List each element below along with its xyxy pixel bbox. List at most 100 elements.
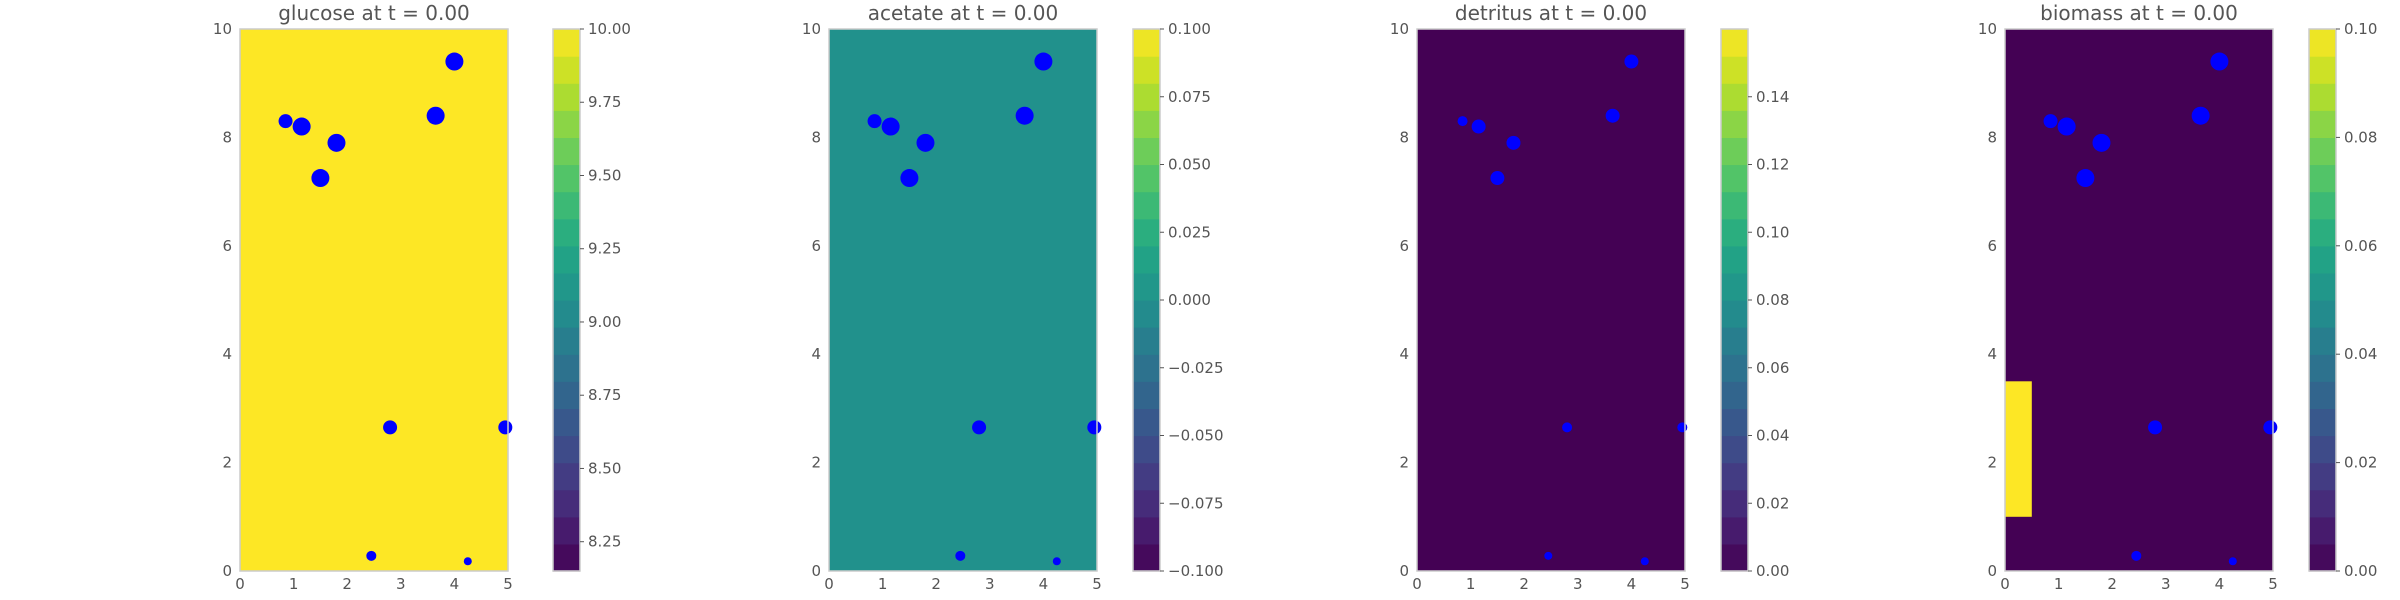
colorbar-band	[2309, 191, 2336, 220]
particle-marker	[1677, 422, 1688, 433]
colorbar-tick-label: 9.50	[588, 166, 621, 184]
field-region	[2005, 381, 2032, 517]
colorbar-band	[2309, 164, 2336, 193]
x-tick-label: 4	[2215, 575, 2225, 593]
colorbar-band	[1721, 300, 1748, 328]
colorbar-band	[2309, 543, 2336, 572]
colorbar-band	[2309, 489, 2336, 518]
particle-marker	[2076, 169, 2095, 188]
particle-marker	[867, 114, 882, 129]
axes-frame	[2004, 28, 2274, 572]
colorbar-tick-label: 0.025	[1168, 223, 1211, 241]
particle-marker	[2092, 133, 2111, 152]
colorbar-band	[1133, 327, 1160, 355]
colorbar-band	[2309, 327, 2336, 355]
y-tick-label: 6	[222, 237, 232, 255]
colorbar-band	[553, 137, 580, 166]
panel-title: glucose at t = 0.00	[278, 1, 470, 25]
y-tick-label: 0	[222, 562, 232, 580]
x-tick-label: 5	[2268, 575, 2278, 593]
colorbar-band	[1721, 83, 1748, 111]
colorbar-band	[1721, 218, 1748, 247]
colorbar-frame	[552, 28, 581, 572]
particle-marker	[1624, 54, 1639, 69]
x-tick-label: 2	[1519, 575, 1529, 593]
field-background	[2005, 29, 2273, 571]
colorbar-band	[1133, 191, 1160, 220]
x-tick-label: 4	[1039, 575, 1049, 593]
colorbar-band	[2309, 110, 2336, 138]
field-background	[240, 29, 508, 571]
colorbar-band	[1133, 435, 1160, 464]
colorbar-band	[1721, 327, 1748, 355]
colorbar-band	[1133, 516, 1160, 545]
y-tick-label: 6	[1987, 237, 1997, 255]
colorbar-tick-label: 9.75	[588, 93, 621, 111]
particle-marker	[1087, 420, 1102, 435]
x-tick-label: 5	[1680, 575, 1690, 593]
colorbar-band	[553, 516, 580, 545]
colorbar-tick-label: 0.00	[1756, 562, 1789, 580]
colorbar-tick-label: −0.100	[1168, 562, 1224, 580]
y-tick-label: 8	[1987, 128, 1997, 146]
particle-marker	[2043, 114, 2058, 129]
colorbar-band	[2309, 435, 2336, 464]
axes-frame	[239, 28, 509, 572]
particle-marker	[881, 117, 900, 136]
particle-marker	[1544, 551, 1553, 560]
particle-marker	[1015, 106, 1034, 125]
colorbar-band	[1721, 137, 1748, 166]
particle-marker	[1506, 135, 1521, 150]
particle-marker	[1034, 52, 1053, 71]
y-tick-label: 8	[1399, 128, 1409, 146]
colorbar-tick-label: 9.25	[588, 240, 621, 258]
colorbar-tick-label: 0.075	[1168, 88, 1211, 106]
colorbar-band	[2309, 272, 2336, 301]
x-tick-label: 0	[235, 575, 245, 593]
y-tick-label: 0	[1399, 562, 1409, 580]
axes-frame	[1416, 28, 1686, 572]
x-tick-label: 3	[396, 575, 406, 593]
particle-marker	[1640, 557, 1649, 566]
colorbar: −0.100 −0.075 −0.050 −0.025 0.000 0.025 0.050 0…	[1132, 20, 1224, 580]
particle-marker	[498, 420, 513, 435]
colorbar-tick-label: 0.10	[2344, 20, 2377, 38]
colorbar-tick-label: −0.025	[1168, 359, 1224, 377]
colorbar-band	[1133, 110, 1160, 138]
y-tick-label: 2	[811, 454, 821, 472]
colorbar-band	[553, 272, 580, 301]
panel-title: biomass at t = 0.00	[2040, 1, 2238, 25]
colorbar-band	[2309, 381, 2336, 409]
y-tick-label: 4	[1399, 345, 1409, 363]
colorbar-band	[553, 218, 580, 247]
colorbar-band	[2309, 83, 2336, 111]
x-tick-label: 1	[289, 575, 299, 593]
particle-marker	[2263, 420, 2278, 435]
panel-2: acetate at t = 0.000 1 2 3 4 50246810−0.100−0…	[802, 1, 1224, 593]
colorbar-band	[1133, 354, 1160, 382]
y-tick-label: 6	[1399, 237, 1409, 255]
y-tick-label: 10	[1978, 20, 1997, 38]
particle-marker	[1471, 119, 1486, 134]
colorbar-band	[1721, 245, 1748, 274]
colorbar-tick-label: 0.06	[2344, 237, 2377, 255]
particle-marker	[2191, 106, 2210, 125]
x-tick-label: 0	[824, 575, 834, 593]
colorbar-band	[1133, 462, 1160, 491]
colorbar-tick-label: 0.06	[1756, 359, 1789, 377]
colorbar-band	[553, 354, 580, 382]
colorbar-band	[1133, 218, 1160, 247]
colorbar-tick-label: 0.050	[1168, 156, 1211, 174]
x-tick-label: 3	[1573, 575, 1583, 593]
colorbar-band	[1133, 83, 1160, 111]
y-tick-label: 0	[811, 562, 821, 580]
colorbar-band	[1721, 462, 1748, 491]
particle-marker	[972, 420, 987, 435]
colorbar: 0.00 0.02 0.04 0.06 0.08 0.10 0.12 0.14	[1720, 28, 1789, 580]
colorbar-band	[553, 164, 580, 193]
colorbar-band	[1721, 381, 1748, 409]
panel-4: biomass at t = 0.00 0 1 2 3 4 5 0 2 4 6 8 10 0.00 0.02…	[1978, 1, 2378, 593]
colorbar-band	[2309, 516, 2336, 545]
colorbar-band	[553, 29, 580, 57]
